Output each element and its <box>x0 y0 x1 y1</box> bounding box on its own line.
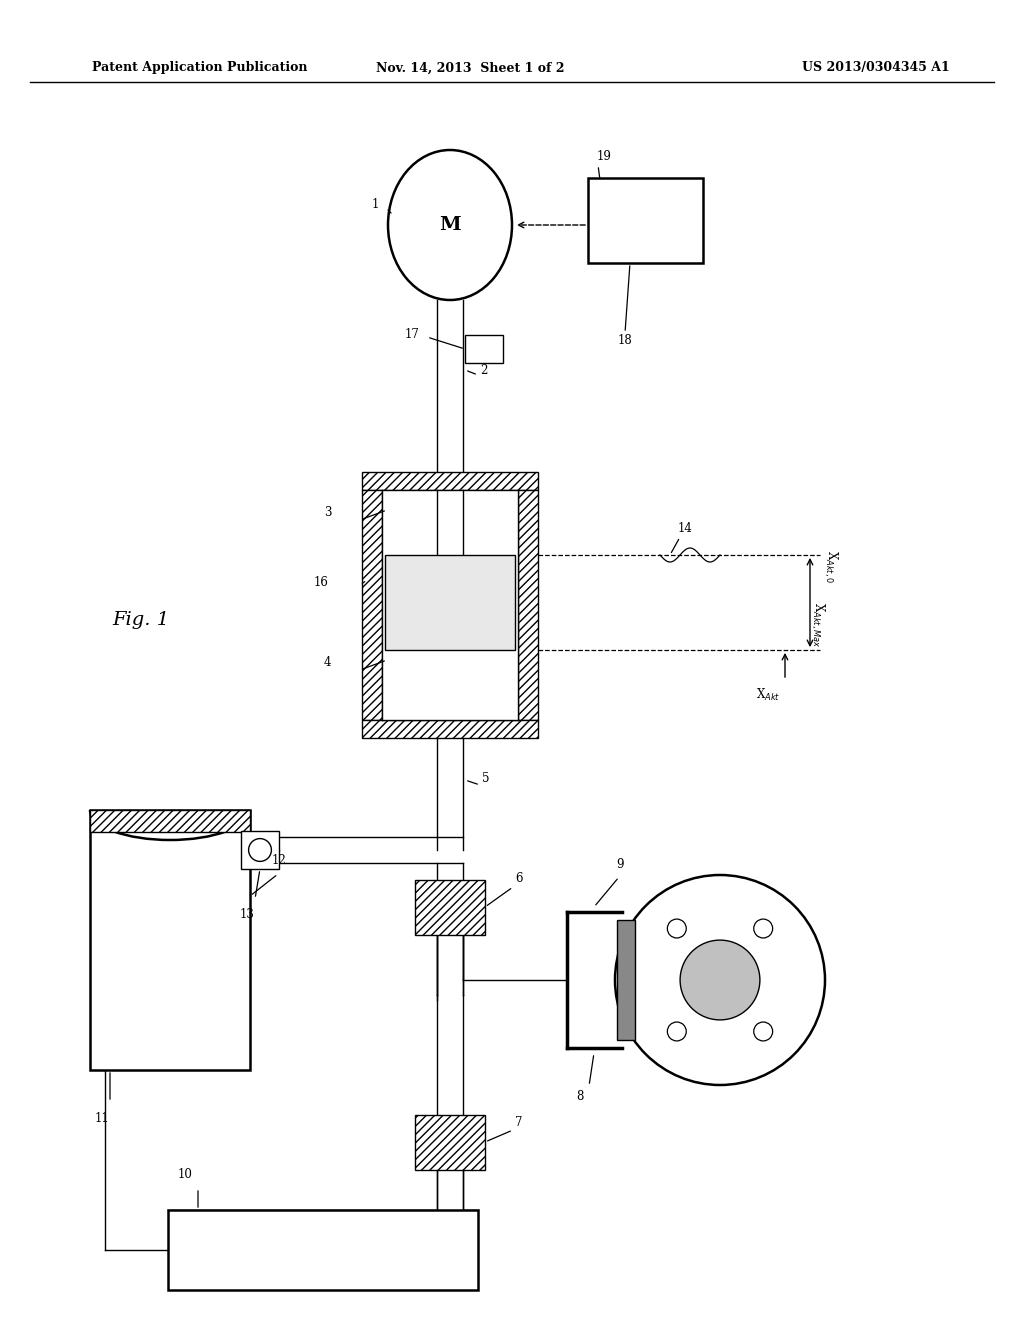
Text: 19: 19 <box>597 150 612 164</box>
Text: X$_{{Akt,Max}}$: X$_{{Akt,Max}}$ <box>809 602 826 647</box>
Text: Fig. 1: Fig. 1 <box>112 611 169 630</box>
Text: M: M <box>439 216 461 234</box>
Bar <box>385 554 515 649</box>
Text: 14: 14 <box>678 523 693 536</box>
Text: Patent Application Publication: Patent Application Publication <box>92 62 307 74</box>
Circle shape <box>680 940 760 1020</box>
Bar <box>617 920 635 1040</box>
Text: 12: 12 <box>272 854 287 867</box>
Text: 4: 4 <box>324 656 332 668</box>
Text: 9: 9 <box>616 858 624 870</box>
Circle shape <box>615 875 825 1085</box>
Circle shape <box>668 919 686 939</box>
Circle shape <box>754 919 773 939</box>
Text: 7: 7 <box>515 1115 522 1129</box>
Text: US 2013/0304345 A1: US 2013/0304345 A1 <box>802 62 950 74</box>
Circle shape <box>754 1022 773 1041</box>
Text: Nov. 14, 2013  Sheet 1 of 2: Nov. 14, 2013 Sheet 1 of 2 <box>376 62 564 74</box>
Text: 3: 3 <box>324 506 332 519</box>
Circle shape <box>249 838 271 862</box>
Bar <box>382 490 518 719</box>
Ellipse shape <box>388 150 512 300</box>
Text: 11: 11 <box>95 1111 110 1125</box>
Bar <box>241 832 279 869</box>
Bar <box>518 490 538 719</box>
Text: 8: 8 <box>575 1089 584 1102</box>
Text: 17: 17 <box>406 329 420 342</box>
Bar <box>362 719 538 738</box>
Bar <box>588 178 703 263</box>
Text: X$_{{Akt}}$: X$_{{Akt}}$ <box>756 686 780 704</box>
Text: 6: 6 <box>515 873 522 886</box>
Bar <box>465 335 503 363</box>
Circle shape <box>668 1022 686 1041</box>
Text: 1: 1 <box>372 198 379 210</box>
Bar <box>90 810 250 1071</box>
Text: 18: 18 <box>618 334 633 347</box>
Bar <box>168 1210 478 1290</box>
Text: 16: 16 <box>314 577 329 590</box>
Text: 5: 5 <box>482 771 489 784</box>
Bar <box>90 810 250 832</box>
Bar <box>362 473 538 490</box>
Text: X$_{{Akt,0}}$: X$_{{Akt,0}}$ <box>822 550 840 583</box>
Bar <box>362 490 382 719</box>
Bar <box>415 880 485 935</box>
Text: 2: 2 <box>480 363 487 376</box>
Text: 10: 10 <box>178 1168 193 1181</box>
Text: 13: 13 <box>240 908 255 920</box>
Bar <box>415 1115 485 1170</box>
